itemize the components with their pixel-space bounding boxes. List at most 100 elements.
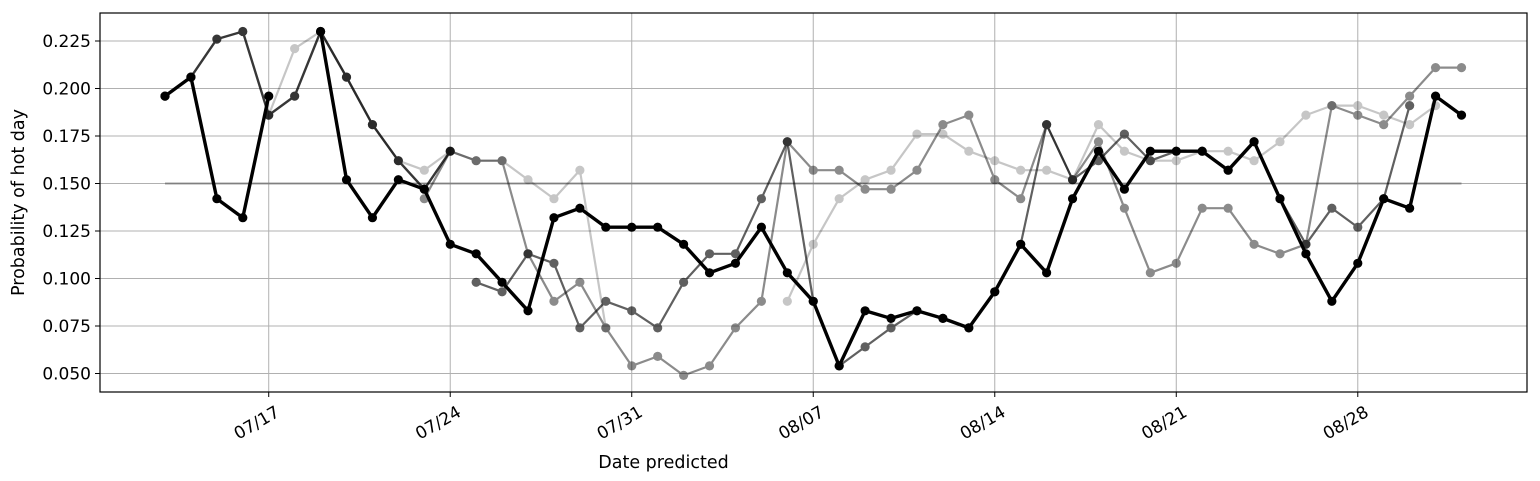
series-5-point bbox=[1119, 184, 1130, 194]
series-1-point bbox=[497, 156, 507, 166]
series-5-point bbox=[912, 306, 922, 316]
y-tick-label: 0.125 bbox=[42, 222, 91, 242]
series-5-point bbox=[367, 213, 378, 223]
series-3-point bbox=[679, 277, 689, 287]
x-axis-label: Date predicted bbox=[598, 453, 728, 473]
series-5-point bbox=[808, 296, 818, 306]
series-3-point bbox=[782, 137, 792, 147]
series-2-point bbox=[1405, 91, 1415, 101]
series-2-point bbox=[1197, 203, 1207, 213]
series-5-point bbox=[1301, 249, 1311, 259]
series-5-point bbox=[601, 222, 611, 232]
series-3-point bbox=[523, 249, 533, 259]
series-5-point bbox=[549, 213, 559, 223]
y-tick-label: 0.150 bbox=[42, 175, 91, 195]
series-2-point bbox=[964, 110, 974, 120]
series-5-point bbox=[653, 222, 663, 232]
series-5-point bbox=[1093, 146, 1104, 156]
series-5-point bbox=[238, 213, 248, 223]
series-1-point bbox=[1405, 120, 1415, 130]
series-1-point bbox=[1275, 137, 1285, 147]
series-1-point bbox=[912, 129, 922, 139]
series-1-point bbox=[990, 156, 1000, 166]
series-1-point bbox=[1353, 101, 1363, 111]
series-5-point bbox=[1353, 258, 1363, 268]
series-5-point bbox=[834, 361, 844, 371]
series-4-point bbox=[445, 146, 455, 156]
series-4-point bbox=[341, 72, 352, 82]
series-5-point bbox=[315, 26, 326, 37]
series-2-point bbox=[756, 296, 766, 306]
series-5-point bbox=[730, 258, 741, 268]
series-5-point bbox=[1249, 137, 1259, 147]
series-4-point bbox=[212, 34, 222, 44]
series-1-point bbox=[1301, 110, 1311, 120]
series-2-point bbox=[1016, 194, 1026, 204]
series-2-point bbox=[834, 165, 844, 175]
series-1-point bbox=[834, 194, 844, 204]
series-3-point bbox=[653, 323, 663, 333]
series-2-point bbox=[497, 156, 507, 166]
series-2-point bbox=[601, 323, 611, 333]
series-1-point bbox=[549, 194, 559, 204]
series-1-point bbox=[1249, 156, 1259, 166]
series-5-point bbox=[445, 239, 455, 249]
series-5-point bbox=[1016, 239, 1026, 249]
series-5-point bbox=[627, 222, 637, 232]
series-1-point bbox=[782, 296, 792, 306]
series-5-point bbox=[1223, 165, 1233, 175]
series-5-point bbox=[860, 306, 870, 316]
series-5-point bbox=[1275, 194, 1285, 204]
series-3-point bbox=[1405, 101, 1415, 111]
series-5-point bbox=[679, 239, 689, 249]
y-axis-label: Probability of hot day bbox=[9, 109, 29, 296]
y-tick-label: 0.175 bbox=[42, 127, 91, 147]
series-2-point bbox=[627, 361, 637, 371]
series-1-point bbox=[1042, 165, 1052, 175]
series-2-point bbox=[575, 277, 585, 287]
y-tick-label: 0.075 bbox=[42, 317, 91, 337]
series-2-point bbox=[886, 184, 896, 194]
series-2-point bbox=[1327, 101, 1337, 111]
series-5-point bbox=[990, 287, 1000, 297]
series-5-point bbox=[497, 277, 507, 287]
series-5-point bbox=[1379, 194, 1389, 204]
series-2-point bbox=[549, 296, 559, 306]
series-1-line bbox=[786, 104, 1437, 303]
series-5-point bbox=[1405, 203, 1415, 213]
series-1-point bbox=[1223, 146, 1233, 156]
series-5-point bbox=[756, 222, 766, 232]
series-5-point bbox=[575, 203, 585, 213]
series-3-point bbox=[1145, 156, 1155, 166]
series-5-point bbox=[1145, 146, 1155, 156]
series-2-point bbox=[1093, 137, 1104, 147]
series-5-point bbox=[1171, 146, 1181, 156]
series-1-point bbox=[601, 323, 611, 333]
series-2-point bbox=[679, 370, 689, 380]
series-1-point bbox=[471, 156, 481, 166]
series-5-point bbox=[1067, 194, 1078, 204]
series-1-point bbox=[1016, 165, 1026, 175]
series-5-point bbox=[471, 249, 481, 259]
series-2-point bbox=[808, 165, 818, 175]
series-1-point bbox=[1327, 101, 1337, 111]
series-4-point bbox=[393, 156, 403, 166]
series-5-point bbox=[964, 323, 974, 333]
series-2-point bbox=[1119, 203, 1130, 213]
series-2-point bbox=[860, 184, 870, 194]
series-5-point bbox=[1456, 110, 1467, 120]
series-5-point bbox=[1197, 146, 1207, 156]
series-2-point bbox=[1379, 120, 1389, 130]
series-5-point bbox=[704, 268, 715, 278]
series-4-point bbox=[238, 26, 248, 37]
grid-lines bbox=[100, 13, 1527, 392]
series-5-point bbox=[1430, 91, 1441, 101]
series-5-point bbox=[212, 194, 222, 204]
series-5-point bbox=[393, 175, 403, 185]
series-2-point bbox=[1275, 249, 1285, 259]
series-5 bbox=[160, 26, 1467, 371]
series-2-point bbox=[471, 156, 481, 166]
series-3-point bbox=[1327, 203, 1337, 213]
series-3-point bbox=[549, 258, 559, 268]
